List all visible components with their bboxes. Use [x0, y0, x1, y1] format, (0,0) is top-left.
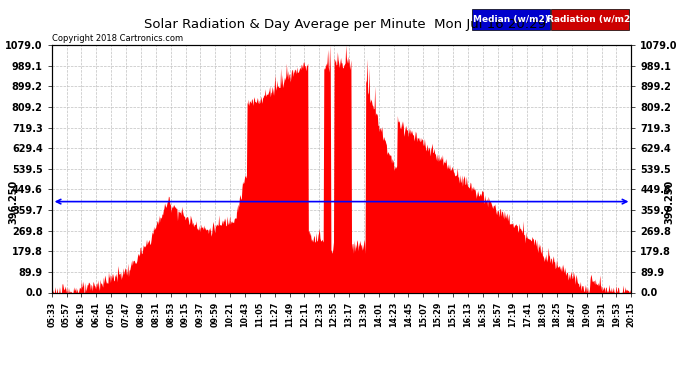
Text: Solar Radiation & Day Average per Minute  Mon Jul 16 20:29: Solar Radiation & Day Average per Minute…: [144, 18, 546, 31]
Text: Median (w/m2): Median (w/m2): [473, 15, 549, 24]
Text: Radiation (w/m2): Radiation (w/m2): [546, 15, 634, 24]
Text: 396.250: 396.250: [664, 180, 674, 224]
Text: 396.250: 396.250: [9, 180, 19, 224]
Text: Copyright 2018 Cartronics.com: Copyright 2018 Cartronics.com: [52, 34, 183, 43]
